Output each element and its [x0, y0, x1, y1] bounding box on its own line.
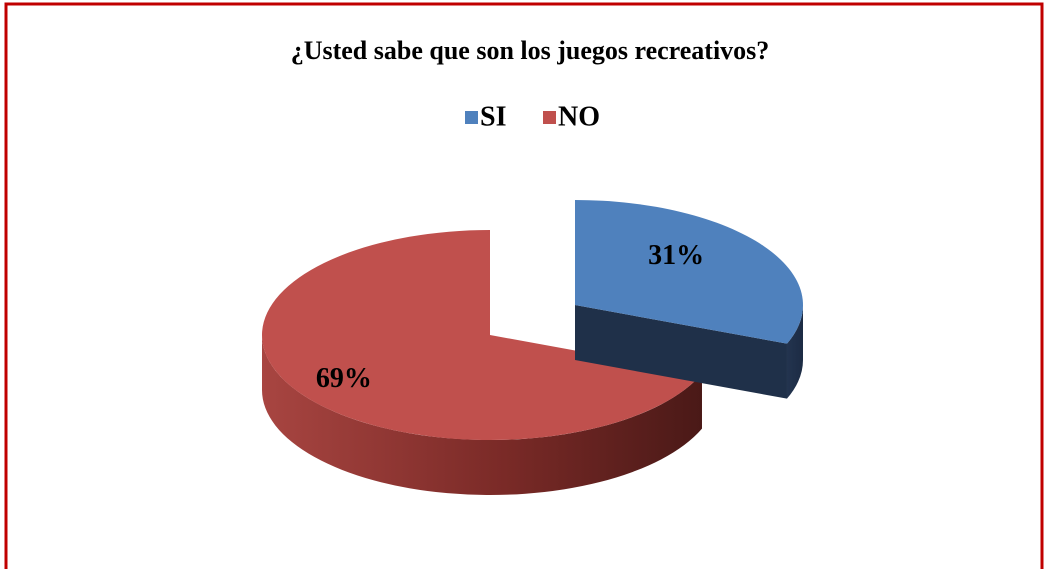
slice — [262, 230, 702, 440]
legend-swatch — [543, 111, 556, 124]
slice — [575, 200, 803, 344]
data-label: 31% — [648, 240, 704, 271]
slice-side — [262, 335, 702, 495]
slice-face — [575, 305, 787, 399]
pie: 31% 69% — [262, 200, 803, 495]
legend: SI NO — [465, 101, 600, 132]
legend-label: SI — [480, 101, 506, 132]
legend-swatch — [465, 111, 478, 124]
legend-label: NO — [558, 101, 600, 132]
chart-title: ¿Usted sabe que son los juegos recreativ… — [291, 36, 770, 65]
slice-side — [786, 305, 803, 399]
data-label: 69% — [316, 363, 372, 394]
frame — [4, 2, 1044, 569]
